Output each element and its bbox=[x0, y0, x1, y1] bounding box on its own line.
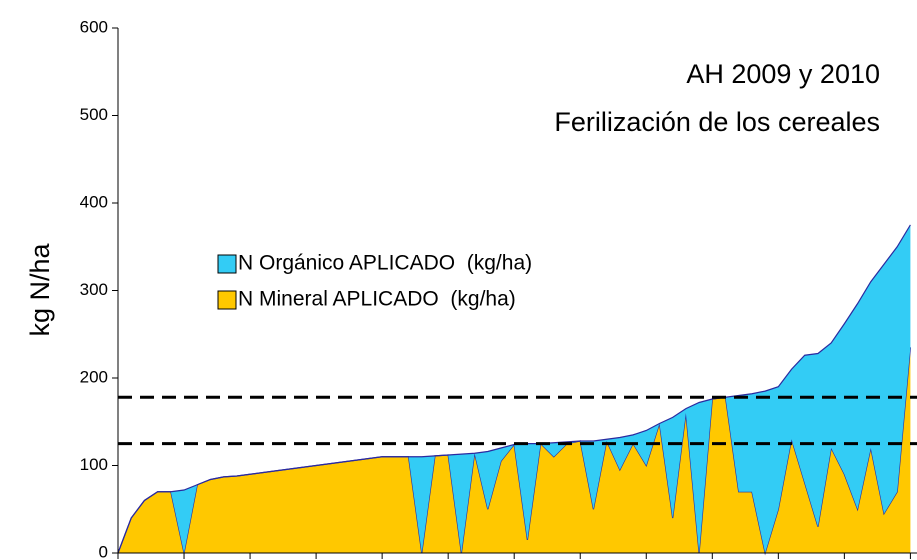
legend-label: N Mineral APLICADO (kg/ha) bbox=[238, 288, 516, 311]
y-tick-label: 300 bbox=[80, 280, 108, 299]
legend-swatch bbox=[217, 254, 237, 274]
legend-label: N Orgánico APLICADO (kg/ha) bbox=[238, 252, 532, 275]
legend-swatch bbox=[217, 290, 237, 310]
y-tick-label: 100 bbox=[80, 455, 108, 474]
y-tick-label: 500 bbox=[80, 105, 108, 124]
y-tick-label: 600 bbox=[80, 17, 108, 36]
y-tick-label: 0 bbox=[99, 542, 108, 560]
chart-title: AH 2009 y 2010 bbox=[686, 59, 880, 89]
plot: 0 100 200 300 400 500 600 N Orgánico APLICADO (… bbox=[80, 17, 917, 560]
chart-subtitle: Ferilización de los cereales bbox=[554, 107, 880, 137]
y-tick-label: 400 bbox=[80, 192, 108, 211]
y-tick-label: 200 bbox=[80, 367, 108, 386]
area bbox=[118, 347, 911, 553]
y-axis-label: kg N/ha bbox=[25, 242, 55, 336]
